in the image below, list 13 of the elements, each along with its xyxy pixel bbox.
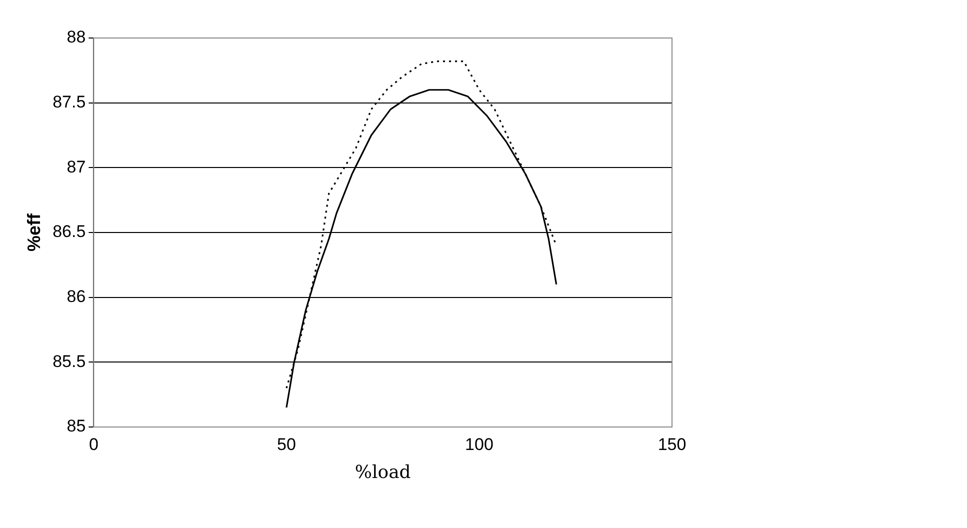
- y-tick-label: 88: [66, 28, 86, 47]
- x-tick-label: 0: [88, 434, 98, 454]
- y-axis-title: %eff: [24, 212, 44, 252]
- x-axis-title: %load: [354, 462, 411, 483]
- y-tick-label: 87.5: [52, 92, 86, 112]
- y-tick-label: 86.5: [52, 222, 86, 242]
- y-tick-label: 86: [66, 287, 86, 306]
- y-tick-label: 85.5: [52, 352, 86, 371]
- x-tick-label: 150: [658, 434, 686, 454]
- y-tick-label: 85: [66, 416, 86, 436]
- x-tick-label: 50: [276, 434, 296, 454]
- y-tick-label: 87: [66, 157, 86, 176]
- x-tick-label: 100: [465, 434, 494, 454]
